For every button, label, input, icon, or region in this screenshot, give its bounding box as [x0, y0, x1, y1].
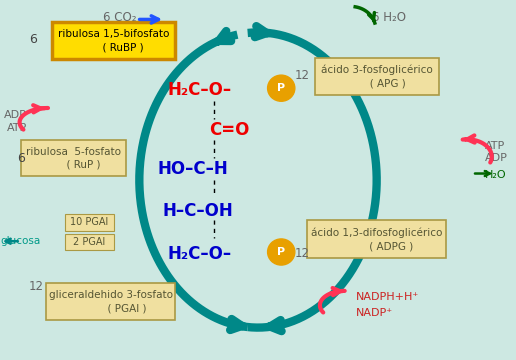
Text: NADPH+H⁺: NADPH+H⁺ [356, 292, 420, 302]
Ellipse shape [268, 239, 295, 265]
Text: 6: 6 [29, 33, 38, 46]
Text: ribulosa  5-fosfato
      ( RuP ): ribulosa 5-fosfato ( RuP ) [26, 147, 121, 170]
Text: H₂O: H₂O [485, 170, 507, 180]
Text: 12: 12 [29, 280, 44, 293]
Text: glucosa: glucosa [0, 236, 40, 246]
FancyBboxPatch shape [64, 214, 114, 231]
Text: HO–C–H: HO–C–H [157, 160, 228, 178]
Text: H₂C–O–: H₂C–O– [168, 245, 232, 263]
Text: 10 PGAl: 10 PGAl [70, 217, 108, 228]
Text: ATP: ATP [485, 141, 505, 151]
Text: ácido 1,3-difosfoglicérico
         ( ADPG ): ácido 1,3-difosfoglicérico ( ADPG ) [311, 228, 442, 251]
Text: 12: 12 [295, 247, 310, 260]
Text: H₂C–O–: H₂C–O– [168, 81, 232, 99]
FancyBboxPatch shape [46, 283, 175, 320]
FancyBboxPatch shape [307, 220, 446, 258]
FancyBboxPatch shape [52, 22, 175, 59]
Text: P: P [277, 83, 285, 93]
Text: ATP: ATP [7, 123, 27, 133]
Text: ADP: ADP [485, 153, 508, 163]
Text: ribulosa 1,5-bifosfato
      ( RuBP ): ribulosa 1,5-bifosfato ( RuBP ) [58, 29, 169, 52]
Text: 6 H₂O: 6 H₂O [372, 11, 406, 24]
Text: H–C–OH: H–C–OH [163, 202, 233, 220]
Text: gliceraldehido 3-fosfato
          ( PGAl ): gliceraldehido 3-fosfato ( PGAl ) [49, 290, 173, 313]
Text: 6: 6 [17, 152, 25, 165]
Text: 12: 12 [295, 69, 310, 82]
Text: P: P [277, 247, 285, 257]
FancyBboxPatch shape [315, 58, 439, 95]
FancyBboxPatch shape [21, 140, 126, 176]
Text: ADP: ADP [4, 110, 27, 120]
Text: 2 PGAl: 2 PGAl [73, 237, 105, 247]
Text: C=O: C=O [209, 121, 249, 139]
FancyBboxPatch shape [64, 234, 114, 250]
Text: ácido 3-fosfoglicérico
       ( APG ): ácido 3-fosfoglicérico ( APG ) [321, 65, 432, 88]
Text: NADP⁺: NADP⁺ [356, 308, 393, 318]
Ellipse shape [268, 75, 295, 101]
Text: 6 CO₂: 6 CO₂ [103, 11, 137, 24]
